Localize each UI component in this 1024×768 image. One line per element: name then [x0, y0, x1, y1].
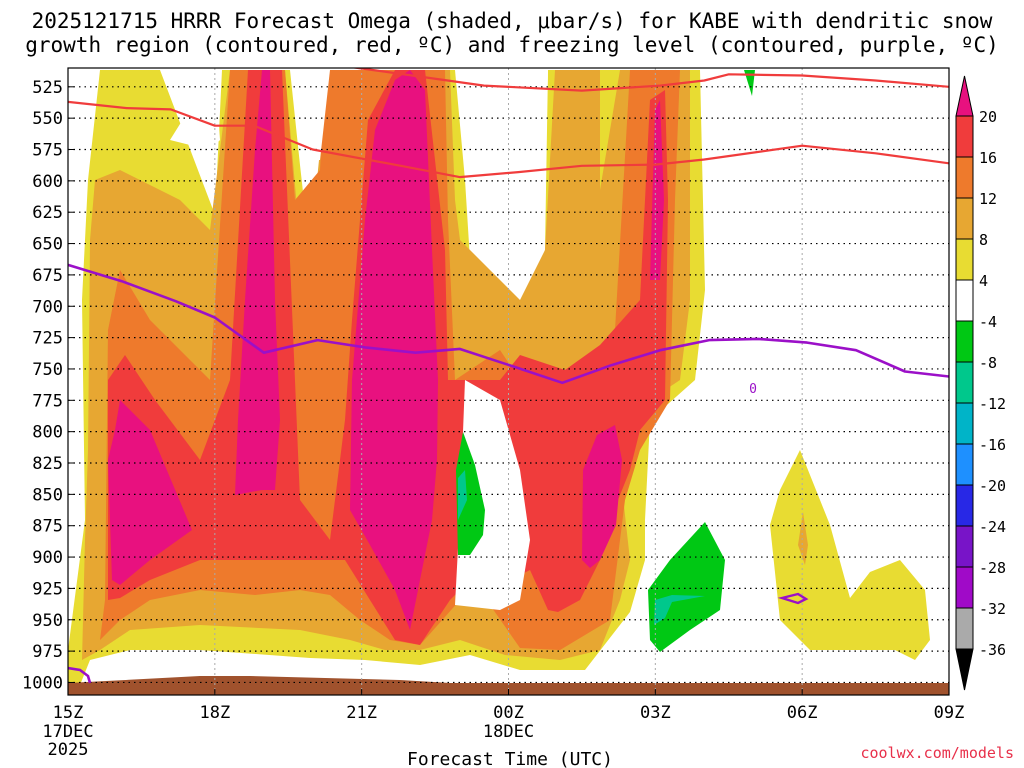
dgz-contour — [350, 68, 949, 92]
x-tick-label: 21Z — [346, 703, 377, 723]
freezing-level-label-layer: 0 — [749, 382, 757, 397]
colorbar-label: -36 — [979, 641, 1006, 659]
x-tick-label: 15Z — [53, 703, 84, 723]
x-tick-label: 00Z — [493, 703, 524, 723]
y-axis: 525 550 575 600 625 650 675 700 725 750 775 800 825 8… — [22, 78, 74, 693]
x-tick-label: 18Z — [199, 703, 230, 723]
colorbar-label: -4 — [979, 313, 997, 331]
colorbar-label: 20 — [979, 108, 997, 126]
x-tick-date: 17DEC — [42, 722, 93, 742]
colorbar-label: -8 — [979, 354, 997, 372]
y-tick-label: 850 — [32, 485, 63, 505]
chart-title-line1: 2025121715 HRRR Forecast Omega (shaded, … — [32, 9, 993, 33]
colorbar-swatch — [955, 115, 974, 158]
omega-region-white-1 — [455, 380, 530, 610]
omega-region-magenta-2 — [235, 70, 280, 495]
colorbar-label: -24 — [979, 518, 1006, 536]
y-tick-label: 575 — [32, 141, 63, 161]
y-tick-label: 550 — [32, 109, 63, 129]
y-tick-label: 1000 — [22, 673, 63, 693]
contour-layer — [68, 68, 949, 684]
omega-region-gold-late — [798, 512, 808, 565]
y-tick-label: 700 — [32, 297, 63, 317]
freezing-level-contour-loop — [777, 592, 809, 605]
x-axis-title: Forecast Time (UTC) — [407, 749, 613, 768]
x-tick-year: 2025 — [48, 740, 89, 760]
omega-region-green-2 — [648, 522, 725, 652]
freezing-level-label: 0 — [749, 382, 757, 397]
x-tick-label: 03Z — [640, 703, 671, 723]
plot-area: 0 — [68, 68, 949, 695]
colorbar: 20 16 12 8 4 -4 -8 -12 -16 -20 -24 -28 -32 -36 — [955, 75, 1006, 691]
y-tick-label: 925 — [32, 579, 63, 599]
omega-region-teal-2 — [654, 595, 705, 625]
omega-shading — [68, 70, 930, 695]
omega-region-teal-1 — [458, 470, 467, 520]
y-tick-label: 525 — [32, 78, 63, 98]
x-tick-date: 18DEC — [483, 722, 534, 742]
y-tick-label: 650 — [32, 235, 63, 255]
colorbar-swatch — [955, 443, 974, 486]
colorbar-label: -12 — [979, 395, 1006, 413]
colorbar-swatch — [955, 607, 974, 650]
omega-region-white-2 — [170, 70, 220, 150]
colorbar-label: -32 — [979, 600, 1006, 618]
omega-region-white-4 — [540, 70, 548, 180]
y-tick-label: 825 — [32, 454, 63, 474]
y-tick-label: 900 — [32, 548, 63, 568]
freezing-level-contour-surface — [68, 666, 92, 684]
colorbar-swatch — [955, 320, 974, 363]
omega-region-green-1 — [456, 432, 485, 555]
y-tick-label: 875 — [32, 517, 63, 537]
omega-region-green-3 — [744, 70, 755, 96]
colorbar-label: 8 — [979, 231, 988, 249]
credit-text: coolwx.com/models — [860, 744, 1014, 762]
freezing-level-contour — [68, 263, 949, 385]
colorbar-swatch — [955, 279, 974, 322]
colorbar-swatch — [955, 566, 974, 609]
colorbar-label: -16 — [979, 436, 1006, 454]
colorbar-label: -28 — [979, 559, 1006, 577]
x-tick-label: 09Z — [934, 703, 965, 723]
y-tick-label: 750 — [32, 360, 63, 380]
colorbar-swatch — [955, 361, 974, 404]
y-tick-label: 725 — [32, 329, 63, 349]
colorbar-bottom-arrow — [955, 648, 974, 691]
omega-region-yellow-late — [770, 450, 930, 660]
terrain-hump — [68, 676, 949, 695]
colorbar-label: 4 — [979, 272, 988, 290]
omega-region-magenta-4 — [582, 425, 622, 568]
grid-layer — [68, 68, 949, 695]
colorbar-label: 16 — [979, 149, 997, 167]
colorbar-swatch — [955, 156, 974, 199]
y-tick-label: 600 — [32, 172, 63, 192]
y-tick-label: 800 — [32, 423, 63, 443]
colorbar-swatch — [955, 197, 974, 240]
y-tick-label: 950 — [32, 611, 63, 631]
y-tick-label: 675 — [32, 266, 63, 286]
y-tick-label: 975 — [32, 642, 63, 662]
y-tick-label: 775 — [32, 391, 63, 411]
colorbar-swatch — [955, 238, 974, 281]
colorbar-top-arrow — [955, 75, 974, 117]
dgz-contour — [68, 100, 949, 179]
colorbar-label: -20 — [979, 477, 1006, 495]
chart-title-line2: growth region (contoured, red, ºC) and f… — [25, 33, 999, 57]
colorbar-swatch — [955, 525, 974, 568]
colorbar-label: 12 — [979, 190, 997, 208]
omega-region-magenta-5 — [650, 100, 664, 280]
y-tick-label: 625 — [32, 203, 63, 223]
omega-region-magenta-1 — [108, 400, 192, 585]
colorbar-swatch — [955, 484, 974, 527]
x-tick-label: 06Z — [787, 703, 818, 723]
colorbar-swatch — [955, 402, 974, 445]
omega-region-white-3 — [300, 70, 330, 160]
